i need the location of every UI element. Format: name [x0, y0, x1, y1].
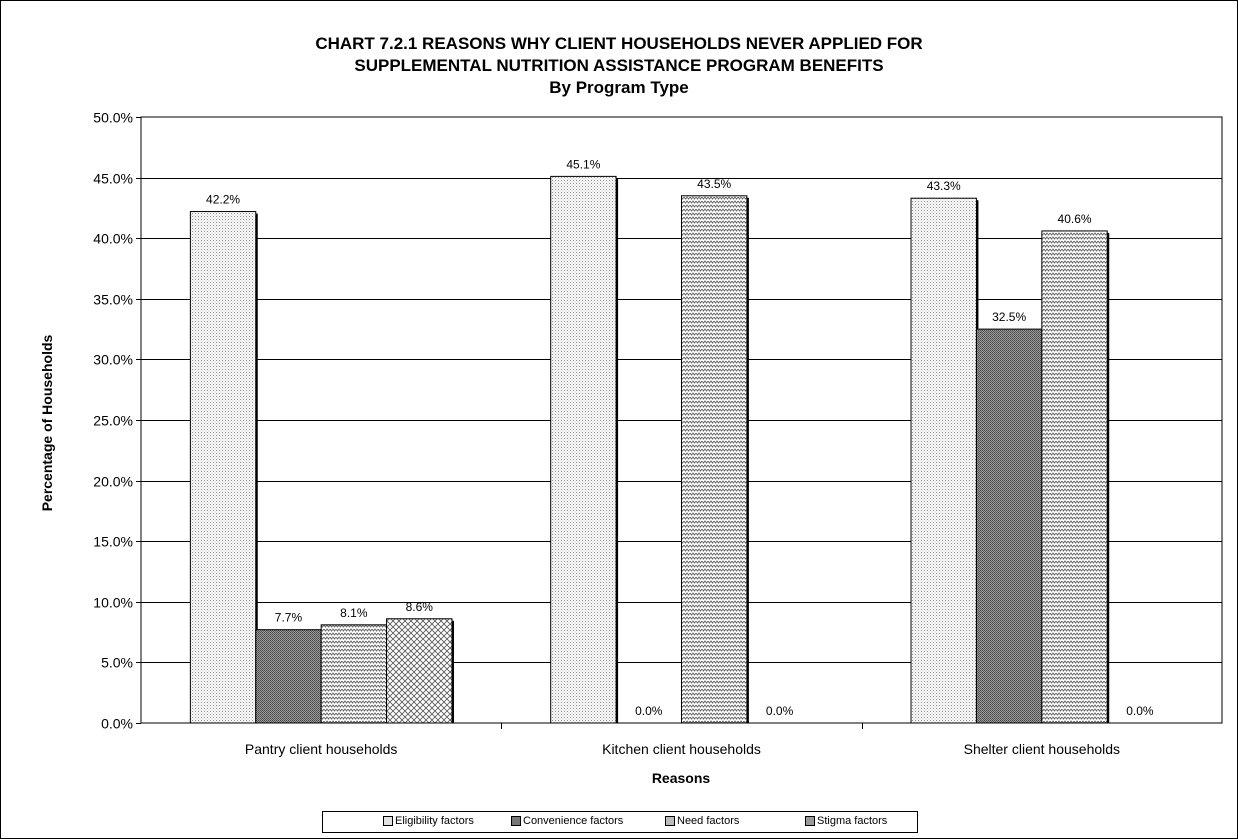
- y-tick-label: 25.0%: [93, 413, 133, 429]
- legend-label: Convenience factors: [523, 815, 624, 827]
- category-label: Pantry client households: [245, 741, 398, 757]
- y-tick-label: 35.0%: [93, 292, 133, 308]
- legend-swatch: [805, 816, 815, 826]
- bars: [189, 175, 1110, 724]
- data-label: 8.1%: [340, 606, 368, 620]
- data-label: 43.5%: [697, 177, 731, 191]
- bar: [189, 211, 257, 724]
- legend-swatch: [665, 816, 675, 826]
- category-label: Shelter client households: [964, 741, 1120, 757]
- x-axis-title: Reasons: [652, 770, 711, 786]
- y-axis-title: Percentage of Households: [39, 334, 55, 511]
- y-tick-label: 50.0%: [93, 110, 133, 126]
- bar: [320, 624, 388, 724]
- category-label: Kitchen client households: [602, 741, 761, 757]
- y-tick-label: 45.0%: [93, 171, 133, 187]
- bar: [255, 629, 322, 724]
- data-label: 0.0%: [635, 704, 663, 718]
- y-tick-label: 20.0%: [93, 474, 133, 490]
- data-label: 0.0%: [1126, 704, 1154, 718]
- legend: Eligibility factors Convenience factors Ne…: [322, 811, 918, 833]
- legend-item: Stigma factors: [805, 815, 887, 827]
- bar: [386, 618, 453, 724]
- chart-title-line-1: CHART 7.2.1 REASONS WHY CLIENT HOUSEHOLD…: [315, 34, 923, 53]
- chart-subtitle: By Program Type: [549, 78, 689, 97]
- legend-label: Eligibility factors: [395, 815, 474, 827]
- legend-item: Convenience factors: [511, 815, 623, 827]
- bar: [1041, 230, 1108, 724]
- data-labels: 42.2% 45.1% 43.3% 7.7% 0.0% 32.5% 8.1% 43.5% 40.…: [206, 157, 1154, 718]
- legend-item: Eligibility factors: [383, 815, 474, 827]
- chart-title-line-2: SUPPLEMENTAL NUTRITION ASSISTANCE PROGRA…: [354, 56, 884, 75]
- y-tick-label: 40.0%: [93, 231, 133, 247]
- legend-label: Stigma factors: [817, 815, 888, 827]
- data-label: 32.5%: [992, 310, 1026, 324]
- data-label: 0.0%: [766, 704, 794, 718]
- data-label: 45.1%: [566, 157, 600, 171]
- data-label: 40.6%: [1058, 212, 1092, 226]
- y-tick-label: 30.0%: [93, 352, 133, 368]
- legend-swatch: [383, 816, 393, 826]
- y-tick-label: 5.0%: [101, 655, 133, 671]
- y-tick-label: 0.0%: [101, 716, 133, 732]
- bar: [681, 195, 748, 724]
- data-label: 8.6%: [406, 600, 434, 614]
- data-label: 43.3%: [927, 179, 961, 193]
- bar: [975, 328, 1043, 724]
- legend-item: Need factors: [665, 815, 739, 827]
- data-label: 7.7%: [275, 611, 303, 625]
- legend-swatch: [511, 816, 521, 826]
- bar: [550, 175, 617, 724]
- y-tick-label: 15.0%: [93, 534, 133, 550]
- data-label: 42.2%: [206, 193, 240, 207]
- y-tick-label: 10.0%: [93, 595, 133, 611]
- bar: [910, 197, 977, 724]
- legend-label: Need factors: [677, 815, 740, 827]
